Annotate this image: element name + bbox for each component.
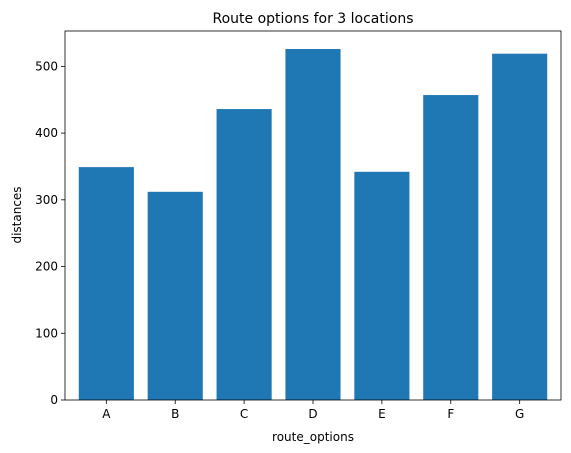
- x-tick-label: E: [378, 407, 386, 421]
- bar-D: [285, 49, 341, 401]
- x-tick-label: G: [515, 407, 524, 421]
- plot-frame: [64, 30, 562, 401]
- bar-E: [354, 171, 410, 400]
- x-tick-label: B: [171, 407, 179, 421]
- y-tick-label: 300: [35, 193, 58, 207]
- y-tick-label: 500: [35, 59, 58, 73]
- x-tick-label: C: [240, 407, 248, 421]
- bar-A: [78, 167, 134, 400]
- chart-title: Route options for 3 locations: [212, 11, 413, 27]
- bar-C: [216, 109, 272, 400]
- y-tick-label: 400: [35, 126, 58, 140]
- x-axis-ticks: A B C D E F G: [102, 400, 524, 421]
- y-tick-label: 100: [35, 326, 58, 340]
- bar-G: [492, 53, 548, 400]
- x-tick-label: D: [308, 407, 317, 421]
- y-axis-ticks: 0 100 200 300 400 500: [35, 59, 65, 407]
- y-axis-label: distances: [10, 186, 24, 243]
- x-axis-label: route_options: [272, 430, 354, 444]
- bar-B: [147, 191, 203, 400]
- y-tick-label: 0: [50, 393, 58, 407]
- bars-group: [78, 49, 548, 401]
- y-tick-label: 200: [35, 260, 58, 274]
- x-tick-label: A: [102, 407, 111, 421]
- x-tick-label: F: [447, 407, 454, 421]
- bar-F: [423, 95, 479, 400]
